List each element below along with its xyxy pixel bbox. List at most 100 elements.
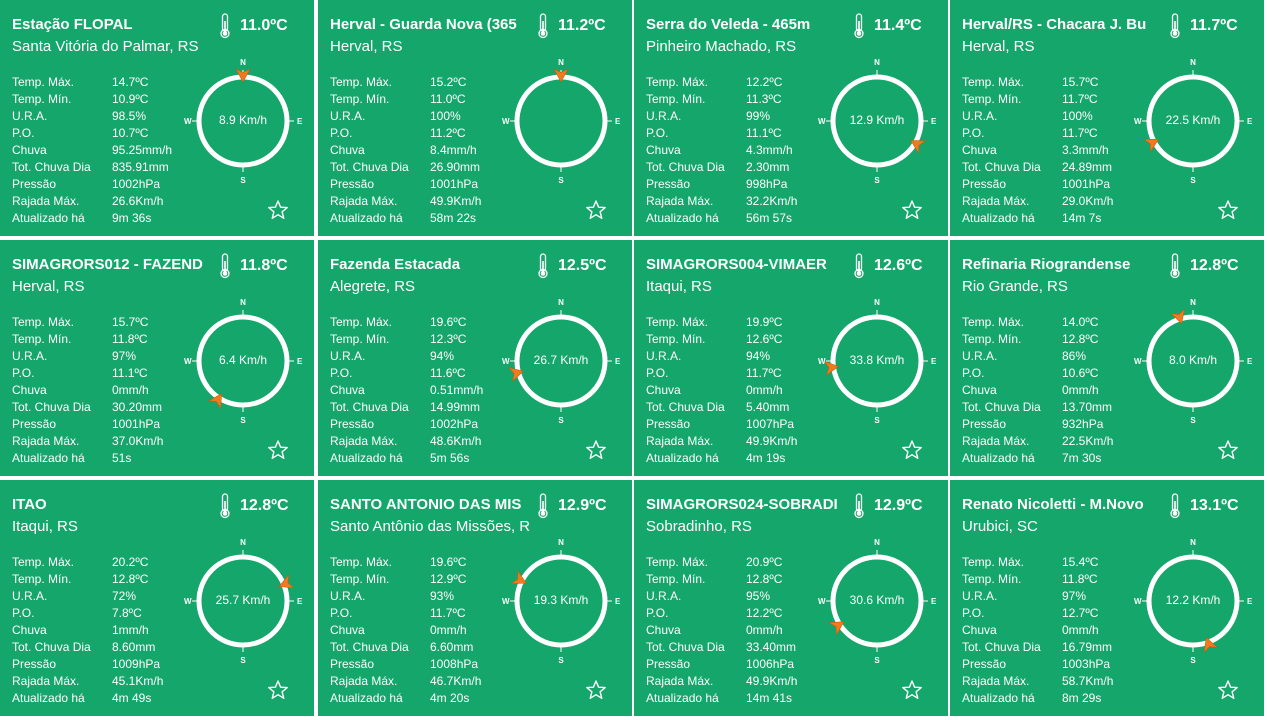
favorite-star-icon[interactable] [266, 198, 290, 222]
stat-label: Temp. Máx. [12, 75, 75, 89]
favorite-star-icon[interactable] [1216, 678, 1240, 702]
stat-row-ura: U.R.A. 100% [330, 108, 500, 125]
stat-row-po: P.O. 12.7ºC [962, 605, 1132, 622]
station-card[interactable]: SIMAGRORS012 - FAZEND Herval, RS 11.8ºC … [0, 240, 314, 476]
station-stats: Temp. Máx. 19.6ºC Temp. Mín. 12.9ºC U.R.A.… [330, 554, 500, 707]
stat-row-tot-chuva: Tot. Chuva Dia 8.60mm [12, 639, 182, 656]
stat-value: 0mm/h [746, 623, 783, 637]
wind-speed: 12.2 Km/h [1165, 593, 1221, 607]
favorite-star-icon[interactable] [900, 198, 924, 222]
station-card[interactable]: Estação FLOPAL Santa Vitória do Palmar, … [0, 0, 314, 236]
stat-value: 0mm/h [430, 623, 467, 637]
stat-label: P.O. [12, 606, 35, 620]
stat-label: Atualizado há [962, 451, 1035, 465]
stat-row-atualizado: Atualizado há 5m 56s [330, 450, 500, 467]
stat-value: 1001hPa [1062, 177, 1111, 191]
stat-row-tot-chuva: Tot. Chuva Dia 26.90mm [330, 159, 500, 176]
stat-label: Chuva [330, 143, 365, 157]
stat-row-temp-max: Temp. Máx. 20.2ºC [12, 554, 182, 571]
favorite-star-icon[interactable] [1216, 438, 1240, 462]
favorite-star-icon[interactable] [266, 678, 290, 702]
stat-value: 86% [1062, 349, 1087, 363]
stat-row-tot-chuva: Tot. Chuva Dia 24.89mm [962, 159, 1132, 176]
favorite-star-icon[interactable] [1216, 198, 1240, 222]
stat-row-po: P.O. 12.2ºC [646, 605, 816, 622]
station-card[interactable]: Serra do Veleda - 465m Pinheiro Machado,… [634, 0, 948, 236]
stat-row-atualizado: Atualizado há 8m 29s [962, 690, 1132, 707]
stat-value: 49.9Km/h [746, 434, 798, 448]
wind-direction-arrow-icon [910, 140, 927, 155]
stat-row-atualizado: Atualizado há 14m 41s [646, 690, 816, 707]
stat-row-pressao: Pressão 1002hPa [330, 416, 500, 433]
favorite-star-icon[interactable] [900, 678, 924, 702]
compass-east-label: E [931, 597, 937, 606]
stat-value: 30.20mm [112, 400, 163, 414]
stat-value: 15.2ºC [430, 75, 467, 89]
station-name: SIMAGRORS004-VIMAER [646, 256, 827, 273]
favorite-star-icon[interactable] [584, 438, 608, 462]
stat-label: Chuva [962, 623, 997, 637]
stat-row-tot-chuva: Tot. Chuva Dia 14.99mm [330, 399, 500, 416]
stat-value: 58m 22s [430, 211, 477, 225]
stat-label: Chuva [646, 383, 681, 397]
station-card[interactable]: Renato Nicoletti - M.Novo Urubici, SC 13… [950, 480, 1264, 716]
stat-value: 94% [746, 349, 771, 363]
stat-label: Rajada Máx. [962, 194, 1030, 208]
station-card[interactable]: Refinaria Riograndense Rio Grande, RS 12… [950, 240, 1264, 476]
favorite-star-icon[interactable] [900, 438, 924, 462]
compass-west-label: W [502, 357, 510, 366]
stat-value: 932hPa [1062, 417, 1104, 431]
station-location: Alegrete, RS [330, 278, 416, 295]
wind-direction-arrow-icon [278, 574, 295, 589]
station-card[interactable]: SIMAGRORS024-SOBRADI Sobradinho, RS 12.9… [634, 480, 948, 716]
station-card[interactable]: Herval - Guarda Nova (365 Herval, RS 11.… [318, 0, 632, 236]
station-card[interactable]: SIMAGRORS004-VIMAER Itaqui, RS 12.6ºC Te… [634, 240, 948, 476]
stat-label: Tot. Chuva Dia [330, 160, 409, 174]
wind-direction-arrow-icon [828, 621, 845, 636]
stat-value: 24.89mm [1062, 160, 1113, 174]
stat-value: 93% [430, 589, 455, 603]
favorite-star-icon[interactable] [266, 438, 290, 462]
stat-row-temp-max: Temp. Máx. 15.4ºC [962, 554, 1132, 571]
compass-west-label: W [818, 357, 826, 366]
compass-north-label: N [558, 298, 564, 307]
stat-label: Atualizado há [330, 451, 403, 465]
station-location: Urubici, SC [962, 518, 1038, 535]
compass-south-label: S [874, 416, 880, 425]
compass-ring [508, 310, 612, 412]
stat-label: U.R.A. [646, 109, 682, 123]
current-temperature: 11.4ºC [874, 17, 922, 34]
stat-row-temp-min: Temp. Mín. 12.3ºC [330, 331, 500, 348]
stat-row-pressao: Pressão 1003hPa [962, 656, 1132, 673]
compass-west-label: W [502, 597, 510, 606]
stat-label: Pressão [646, 417, 691, 431]
stat-label: U.R.A. [12, 589, 48, 603]
stat-row-chuva: Chuva 0mm/h [12, 382, 182, 399]
stat-label: Chuva [330, 623, 365, 637]
wind-direction-arrow-icon [1203, 637, 1219, 654]
thermometer-icon [854, 13, 864, 39]
station-card[interactable]: ITAO Itaqui, RS 12.8ºC Temp. Máx. 20.2ºC … [0, 480, 314, 716]
stat-value: 0.51mm/h [430, 383, 484, 397]
stat-value: 97% [1062, 589, 1087, 603]
stat-label: Tot. Chuva Dia [330, 400, 409, 414]
station-card[interactable]: SANTO ANTONIO DAS MIS Santo Antônio das … [318, 480, 632, 716]
favorite-star-icon[interactable] [584, 198, 608, 222]
stat-row-chuva: Chuva 0mm/h [962, 382, 1132, 399]
stat-row-temp-min: Temp. Mín. 10.9ºC [12, 91, 182, 108]
wind-speed: 12.9 Km/h [849, 113, 905, 127]
stat-value: 97% [112, 349, 137, 363]
compass-east-label: E [615, 117, 621, 126]
compass-south-label: S [240, 656, 246, 665]
current-temperature: 11.7ºC [1190, 17, 1238, 34]
stat-row-ura: U.R.A. 86% [962, 348, 1132, 365]
station-card[interactable]: Fazenda Estacada Alegrete, RS 12.5ºC Tem… [318, 240, 632, 476]
stat-label: Rajada Máx. [962, 434, 1030, 448]
station-card[interactable]: Herval/RS - Chacara J. Bu Herval, RS 11.… [950, 0, 1264, 236]
stat-label: Temp. Máx. [962, 75, 1025, 89]
stat-row-pressao: Pressão 1001hPa [330, 176, 500, 193]
stat-label: Pressão [330, 417, 375, 431]
stat-label: Pressão [330, 177, 375, 191]
favorite-star-icon[interactable] [584, 678, 608, 702]
stat-label: Rajada Máx. [12, 674, 80, 688]
